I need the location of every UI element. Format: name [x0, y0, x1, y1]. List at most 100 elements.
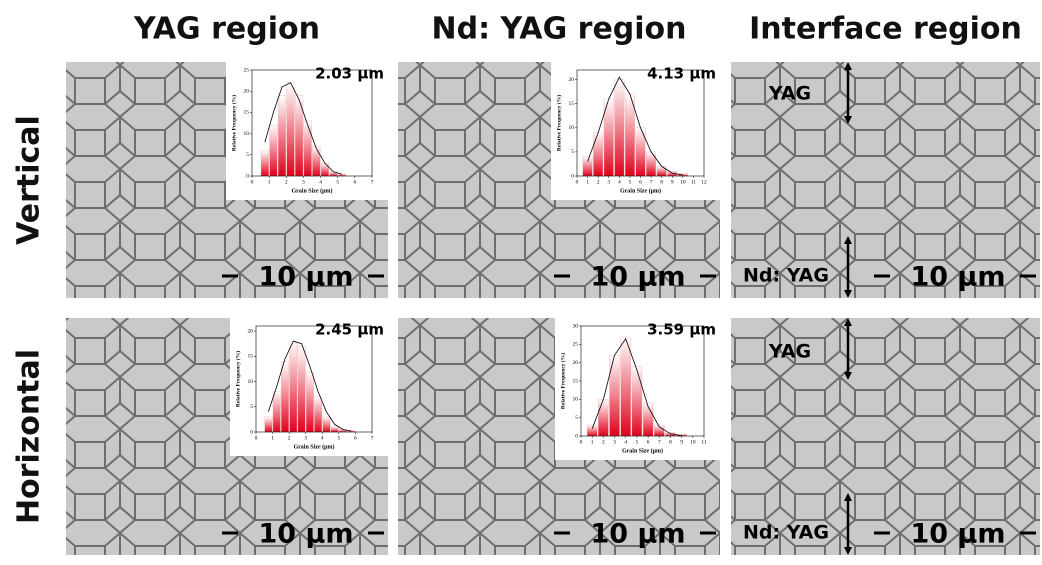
- histogram-bar: [598, 399, 608, 436]
- histogram-bar: [290, 341, 297, 432]
- histogram-bar: [643, 403, 653, 436]
- x-tick-label: 2: [597, 179, 600, 185]
- y-tick-label: 5: [575, 415, 578, 421]
- histogram-bar: [270, 125, 278, 176]
- x-tick-label: 3: [304, 435, 307, 441]
- y-tick-label: 10: [569, 125, 575, 131]
- y-tick-label: 5: [246, 152, 249, 158]
- x-tick-label: 2: [602, 439, 605, 445]
- histogram-bar: [314, 397, 321, 432]
- x-tick-label: 6: [354, 435, 357, 441]
- x-tick-label: 5: [629, 179, 632, 185]
- panel: 10 μm0123456705101520Grain Size (μm)Rela…: [66, 318, 388, 555]
- histogram-bar: [657, 166, 667, 176]
- histogram-bar: [615, 80, 625, 176]
- y-tick-label: 15: [248, 354, 254, 360]
- x-tick-label: 4: [321, 435, 324, 441]
- row-label: Horizontal: [12, 349, 47, 524]
- histogram-bar: [587, 425, 597, 436]
- x-tick-label: 5: [636, 439, 639, 445]
- scale-bar-label: 10 μm: [591, 262, 686, 293]
- y-tick-label: 0: [246, 173, 249, 179]
- x-tick-label: 5: [337, 435, 340, 441]
- column-title: YAG region: [133, 12, 320, 47]
- x-tick-label: 11: [691, 179, 697, 185]
- x-tick-label: 10: [690, 439, 696, 445]
- x-tick-label: 10: [680, 179, 686, 185]
- histogram-bar: [583, 157, 593, 176]
- y-tick-label: 25: [573, 342, 579, 348]
- y-tick-label: 10: [244, 131, 250, 137]
- y-tick-label: 10: [573, 397, 579, 403]
- x-tick-label: 2: [285, 179, 288, 185]
- scale-bar-label: 10 μm: [911, 262, 1006, 293]
- y-axis-label: Relative Frequency (%): [230, 95, 237, 151]
- y-tick-label: 20: [244, 88, 250, 94]
- x-axis-label: Grain Size (μm): [291, 187, 332, 194]
- y-tick-label: 0: [571, 173, 574, 179]
- y-tick-label: 10: [248, 379, 254, 385]
- y-tick-label: 30: [573, 323, 579, 329]
- histogram-bar: [646, 152, 656, 176]
- region-label: YAG: [768, 341, 811, 363]
- y-tick-label: 0: [250, 429, 253, 435]
- x-tick-label: 7: [658, 439, 661, 445]
- y-tick-label: 15: [244, 110, 250, 116]
- x-tick-label: 1: [586, 179, 589, 185]
- histogram-bar: [625, 94, 635, 176]
- histogram-bar: [298, 346, 305, 432]
- mean-grain-size: 3.59 μm: [647, 321, 716, 339]
- x-tick-label: 1: [271, 435, 274, 441]
- scale-bar-label: 10 μm: [911, 519, 1006, 550]
- y-axis-label: Relative Frequency (%): [234, 351, 241, 407]
- histogram-bar: [304, 121, 312, 176]
- x-tick-label: 3: [607, 179, 610, 185]
- x-tick-label: 11: [701, 439, 707, 445]
- histogram-bar: [261, 151, 269, 176]
- x-tick-label: 3: [613, 439, 616, 445]
- x-tick-label: 8: [669, 439, 672, 445]
- y-tick-label: 20: [248, 328, 254, 334]
- x-tick-label: 7: [371, 179, 374, 185]
- y-axis-label: Relative Frequency (%): [555, 95, 562, 151]
- mean-grain-size: 4.13 μm: [647, 65, 716, 83]
- histogram-bar: [632, 366, 642, 436]
- histogram-bar: [621, 337, 631, 436]
- histogram-bar: [273, 392, 280, 432]
- x-tick-label: 6: [639, 179, 642, 185]
- panel: 10 μm01234567891011051015202530Grain Siz…: [398, 318, 720, 555]
- histogram-bar: [306, 371, 313, 432]
- x-tick-label: 7: [650, 179, 653, 185]
- x-tick-label: 9: [680, 439, 683, 445]
- y-tick-label: 15: [569, 101, 575, 107]
- y-tick-label: 15: [573, 378, 579, 384]
- x-tick-label: 7: [371, 435, 374, 441]
- x-tick-label: 0: [580, 439, 583, 445]
- histogram-bar: [321, 163, 329, 176]
- mean-grain-size: 2.03 μm: [315, 65, 384, 83]
- scale-bar-label: 10 μm: [591, 519, 686, 550]
- inset-chart: 0123456705101520Grain Size (μm)Relative …: [230, 318, 388, 456]
- y-tick-label: 20: [569, 77, 575, 83]
- x-tick-label: 4: [624, 439, 627, 445]
- x-tick-label: 12: [701, 179, 707, 185]
- x-tick-label: 0: [255, 435, 258, 441]
- mean-grain-size: 2.45 μm: [315, 321, 384, 339]
- x-tick-label: 6: [647, 439, 650, 445]
- y-tick-label: 25: [244, 67, 250, 73]
- x-tick-label: 3: [302, 179, 305, 185]
- x-tick-label: 4: [618, 179, 621, 185]
- x-tick-label: 1: [591, 439, 594, 445]
- histogram-bar: [610, 355, 620, 436]
- histogram-bar: [593, 133, 603, 176]
- row-label: Vertical: [12, 115, 47, 245]
- column-title: Interface region: [749, 12, 1022, 47]
- region-label: Nd: YAG: [743, 265, 829, 287]
- histogram-bar: [281, 361, 288, 432]
